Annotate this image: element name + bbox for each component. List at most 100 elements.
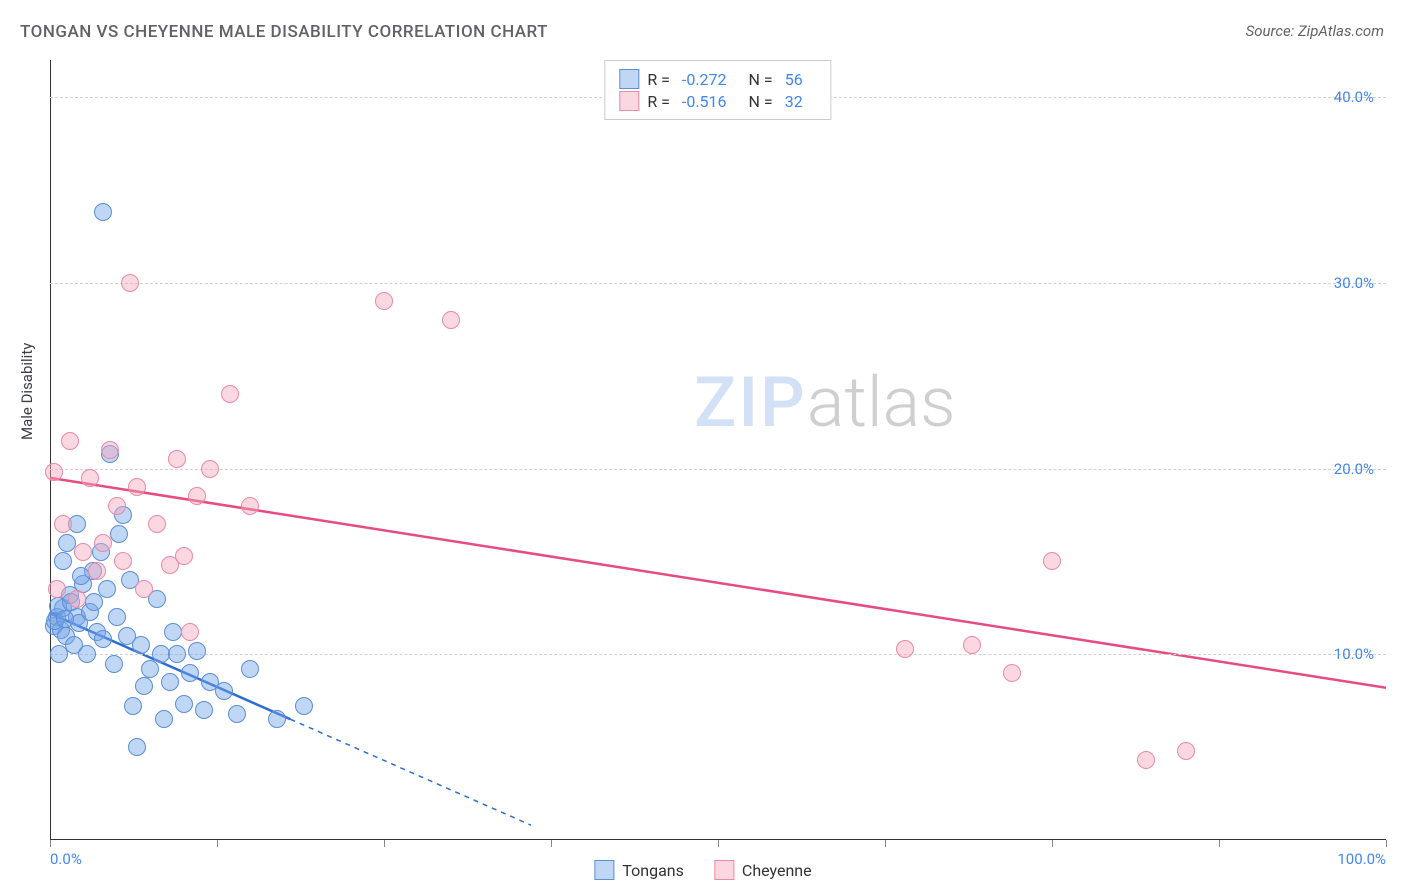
- swatch-tongans: [619, 69, 639, 89]
- x-tick: [1219, 840, 1220, 847]
- correlation-legend: R = -0.272 N = 56 R = -0.516 N = 32: [604, 60, 831, 120]
- point-cheyenne: [94, 534, 112, 552]
- point-tongans: [85, 593, 103, 611]
- point-cheyenne: [221, 385, 239, 403]
- r-value-cheyenne: -0.516: [682, 92, 727, 111]
- x-tick-label: 100.0%: [1337, 850, 1386, 868]
- point-cheyenne: [175, 547, 193, 565]
- point-tongans: [195, 701, 213, 719]
- series-legend: Tongans Cheyenne: [594, 860, 811, 880]
- chart-title: TONGAN VS CHEYENNE MALE DISABILITY CORRE…: [20, 22, 548, 42]
- point-tongans: [228, 705, 246, 723]
- y-tick-label: 20.0%: [1334, 460, 1374, 478]
- y-tick-label: 10.0%: [1334, 645, 1374, 663]
- watermark-atlas: atlas: [807, 362, 956, 444]
- point-tongans: [141, 660, 159, 678]
- point-tongans: [164, 623, 182, 641]
- point-tongans: [78, 645, 96, 663]
- y-axis-label: Male Disability: [18, 343, 36, 440]
- point-cheyenne: [375, 292, 393, 310]
- n-label: N =: [749, 92, 773, 111]
- x-tick: [718, 840, 719, 847]
- point-tongans: [128, 738, 146, 756]
- point-cheyenne: [1137, 751, 1155, 769]
- point-cheyenne: [61, 432, 79, 450]
- x-tick: [551, 840, 552, 847]
- point-tongans: [168, 645, 186, 663]
- swatch-cheyenne: [714, 860, 734, 880]
- chart-container: TONGAN VS CHEYENNE MALE DISABILITY CORRE…: [0, 0, 1406, 892]
- point-cheyenne: [181, 623, 199, 641]
- point-tongans: [215, 682, 233, 700]
- point-cheyenne: [1177, 742, 1195, 760]
- gridline: [50, 283, 1386, 284]
- point-cheyenne: [81, 469, 99, 487]
- point-cheyenne: [963, 636, 981, 654]
- n-value-tongans: 56: [785, 70, 803, 89]
- x-tick-label: 0.0%: [50, 850, 82, 868]
- point-tongans: [94, 203, 112, 221]
- point-tongans: [161, 673, 179, 691]
- point-tongans: [175, 695, 193, 713]
- x-tick: [1052, 840, 1053, 847]
- gridline: [50, 654, 1386, 655]
- n-value-cheyenne: 32: [785, 92, 803, 111]
- r-label: R =: [647, 70, 670, 89]
- point-tongans: [54, 552, 72, 570]
- point-cheyenne: [88, 562, 106, 580]
- y-tick-label: 30.0%: [1334, 274, 1374, 292]
- source-attribution: Source: ZipAtlas.com: [1246, 22, 1384, 40]
- point-cheyenne: [128, 478, 146, 496]
- x-tick: [1386, 840, 1387, 847]
- r-value-tongans: -0.272: [682, 70, 727, 89]
- point-tongans: [105, 655, 123, 673]
- point-tongans: [56, 610, 74, 628]
- point-cheyenne: [1003, 664, 1021, 682]
- x-tick: [885, 840, 886, 847]
- point-tongans: [268, 710, 286, 728]
- watermark-zip: ZIP: [694, 362, 807, 444]
- trend-lines-svg: [50, 60, 1386, 840]
- point-cheyenne: [114, 552, 132, 570]
- point-tongans: [124, 697, 142, 715]
- point-cheyenne: [68, 590, 86, 608]
- point-tongans: [135, 677, 153, 695]
- legend-label-cheyenne: Cheyenne: [742, 861, 812, 880]
- swatch-tongans: [594, 860, 614, 880]
- swatch-cheyenne: [619, 91, 639, 111]
- point-cheyenne: [201, 460, 219, 478]
- point-tongans: [241, 660, 259, 678]
- point-cheyenne: [121, 274, 139, 292]
- point-cheyenne: [896, 640, 914, 658]
- point-cheyenne: [108, 497, 126, 515]
- legend-label-tongans: Tongans: [622, 861, 684, 880]
- x-tick: [384, 840, 385, 847]
- y-tick-label: 40.0%: [1334, 88, 1374, 106]
- plot-area: ZIPatlas R = -0.272 N = 56 R = -0.516 N …: [50, 60, 1386, 840]
- gridline: [50, 469, 1386, 470]
- x-tick: [217, 840, 218, 847]
- point-tongans: [132, 636, 150, 654]
- n-label: N =: [749, 70, 773, 89]
- point-tongans: [295, 697, 313, 715]
- point-cheyenne: [188, 487, 206, 505]
- point-cheyenne: [74, 543, 92, 561]
- point-cheyenne: [135, 580, 153, 598]
- point-cheyenne: [48, 580, 66, 598]
- legend-item-tongans: Tongans: [594, 860, 684, 880]
- point-tongans: [110, 525, 128, 543]
- legend-row-cheyenne: R = -0.516 N = 32: [619, 91, 816, 111]
- point-cheyenne: [101, 441, 119, 459]
- legend-item-cheyenne: Cheyenne: [714, 860, 812, 880]
- r-label: R =: [647, 92, 670, 111]
- point-tongans: [181, 664, 199, 682]
- legend-row-tongans: R = -0.272 N = 56: [619, 69, 816, 89]
- point-cheyenne: [1043, 552, 1061, 570]
- point-cheyenne: [45, 463, 63, 481]
- point-cheyenne: [54, 515, 72, 533]
- x-tick: [50, 840, 51, 847]
- point-cheyenne: [241, 497, 259, 515]
- point-cheyenne: [148, 515, 166, 533]
- point-tongans: [98, 580, 116, 598]
- y-axis-line: [50, 60, 51, 840]
